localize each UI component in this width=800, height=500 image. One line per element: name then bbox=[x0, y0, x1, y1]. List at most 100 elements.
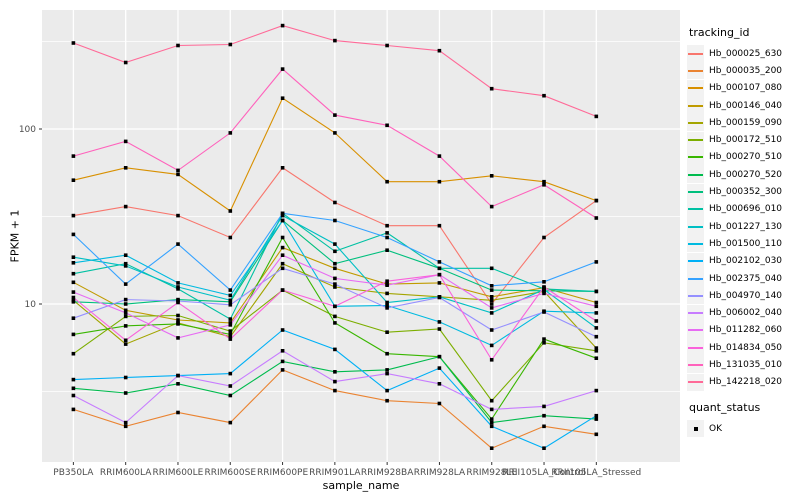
data-point-marker bbox=[71, 41, 76, 45]
data-point-marker bbox=[594, 311, 599, 315]
data-point-marker bbox=[333, 218, 337, 223]
x-tick-label: RRIM600SE bbox=[205, 468, 257, 478]
data-point-marker bbox=[542, 287, 546, 292]
data-point-marker bbox=[489, 328, 494, 332]
data-point-marker bbox=[489, 398, 494, 403]
data-point-marker bbox=[228, 209, 233, 213]
x-tick-label: PB350LA bbox=[53, 468, 94, 478]
data-point-marker bbox=[542, 424, 546, 429]
data-point-marker bbox=[594, 260, 599, 264]
data-point-marker bbox=[437, 295, 442, 300]
data-point-marker bbox=[385, 279, 389, 283]
legend-key-swatch bbox=[687, 270, 704, 287]
data-point-marker bbox=[489, 446, 494, 450]
data-point-marker bbox=[489, 174, 494, 178]
legend-key-line bbox=[688, 346, 703, 349]
data-point-marker bbox=[542, 93, 546, 98]
legend-key-line bbox=[688, 87, 703, 90]
data-point-marker bbox=[176, 285, 180, 289]
data-point-marker bbox=[123, 424, 128, 429]
legend-item: Hb_142218_020 bbox=[687, 373, 799, 391]
data-point-marker bbox=[123, 264, 128, 268]
data-point-marker bbox=[594, 417, 599, 421]
data-point-marker bbox=[333, 388, 337, 393]
data-point-marker bbox=[437, 48, 442, 53]
data-point-marker bbox=[594, 198, 599, 203]
data-point-marker bbox=[385, 231, 389, 235]
legend-item: Hb_000352_300 bbox=[687, 183, 799, 201]
data-point-marker bbox=[333, 285, 337, 289]
data-point-marker bbox=[489, 358, 494, 362]
legend-label: Hb_001500_110 bbox=[709, 238, 783, 249]
legend-key-swatch bbox=[687, 373, 704, 391]
data-point-marker bbox=[489, 420, 494, 425]
data-point-marker bbox=[333, 276, 337, 281]
legend-key-swatch bbox=[687, 287, 704, 305]
data-point-marker bbox=[542, 310, 546, 314]
data-point-marker bbox=[123, 204, 128, 209]
data-point-marker bbox=[280, 368, 285, 372]
data-point-marker bbox=[594, 319, 599, 323]
data-point-marker bbox=[333, 282, 337, 286]
data-point-marker bbox=[176, 322, 180, 326]
data-point-marker bbox=[333, 261, 337, 266]
legend-key-swatch bbox=[687, 79, 704, 97]
data-point-marker bbox=[489, 311, 494, 315]
legend-key-line bbox=[688, 260, 703, 263]
legend-key-swatch bbox=[687, 183, 704, 201]
data-point-marker bbox=[437, 223, 442, 228]
data-point-marker bbox=[123, 253, 128, 257]
legend-key-line bbox=[688, 363, 703, 366]
data-point-marker bbox=[176, 172, 180, 177]
legend-label: Hb_000159_090 bbox=[709, 117, 783, 128]
data-point-marker bbox=[542, 337, 546, 341]
data-point-marker bbox=[489, 343, 494, 348]
data-point-marker bbox=[489, 266, 494, 271]
quant-status-label: OK bbox=[709, 423, 722, 434]
legend-label: Hb_000146_040 bbox=[709, 100, 783, 111]
x-tick-label: RRIM928LE bbox=[466, 468, 517, 478]
data-point-marker bbox=[594, 346, 599, 350]
legend-item: Hb_000025_630 bbox=[687, 45, 799, 63]
data-point-marker bbox=[71, 290, 76, 294]
data-point-marker bbox=[228, 329, 233, 333]
legend-item: Hb_131035_010 bbox=[687, 356, 799, 374]
legend-label: Hb_014834_050 bbox=[709, 342, 783, 353]
data-point-marker bbox=[594, 300, 599, 305]
legend-label: Hb_000270_520 bbox=[709, 169, 783, 180]
data-point-marker bbox=[123, 314, 128, 319]
data-point-marker bbox=[228, 393, 233, 398]
data-point-marker bbox=[437, 154, 442, 158]
data-point-marker bbox=[385, 306, 389, 310]
data-point-marker bbox=[594, 356, 599, 360]
legend-label: Hb_131035_010 bbox=[709, 359, 783, 370]
legend-key-swatch bbox=[687, 339, 704, 357]
legend-item: Hb_014834_050 bbox=[687, 339, 799, 357]
x-tick-label: RRIM901LA bbox=[309, 468, 361, 478]
data-point-marker bbox=[71, 386, 76, 391]
legend-key-swatch bbox=[687, 304, 704, 322]
data-point-marker bbox=[437, 281, 442, 285]
x-tick-label: RRIM928LA bbox=[414, 468, 466, 478]
data-point-marker bbox=[333, 304, 337, 309]
legend-item: Hb_004970_140 bbox=[687, 287, 799, 305]
data-point-marker bbox=[176, 43, 180, 48]
data-point-marker bbox=[385, 330, 389, 334]
data-point-marker bbox=[71, 377, 76, 382]
data-point-marker bbox=[594, 289, 599, 294]
data-point-marker bbox=[71, 154, 76, 158]
data-point-marker bbox=[333, 314, 337, 319]
data-point-marker bbox=[385, 179, 389, 184]
legend-key-line bbox=[688, 104, 703, 107]
data-point-marker bbox=[280, 235, 285, 240]
data-point-marker bbox=[228, 334, 233, 339]
data-point-marker bbox=[385, 43, 389, 48]
legend-key-swatch bbox=[687, 218, 704, 236]
data-point-marker bbox=[385, 248, 389, 252]
data-point-marker bbox=[542, 235, 546, 240]
x-axis-title: sample_name bbox=[322, 479, 400, 492]
legend-label: Hb_000352_300 bbox=[709, 187, 783, 198]
data-point-marker bbox=[176, 300, 180, 305]
legend-item: Hb_011282_060 bbox=[687, 321, 799, 339]
